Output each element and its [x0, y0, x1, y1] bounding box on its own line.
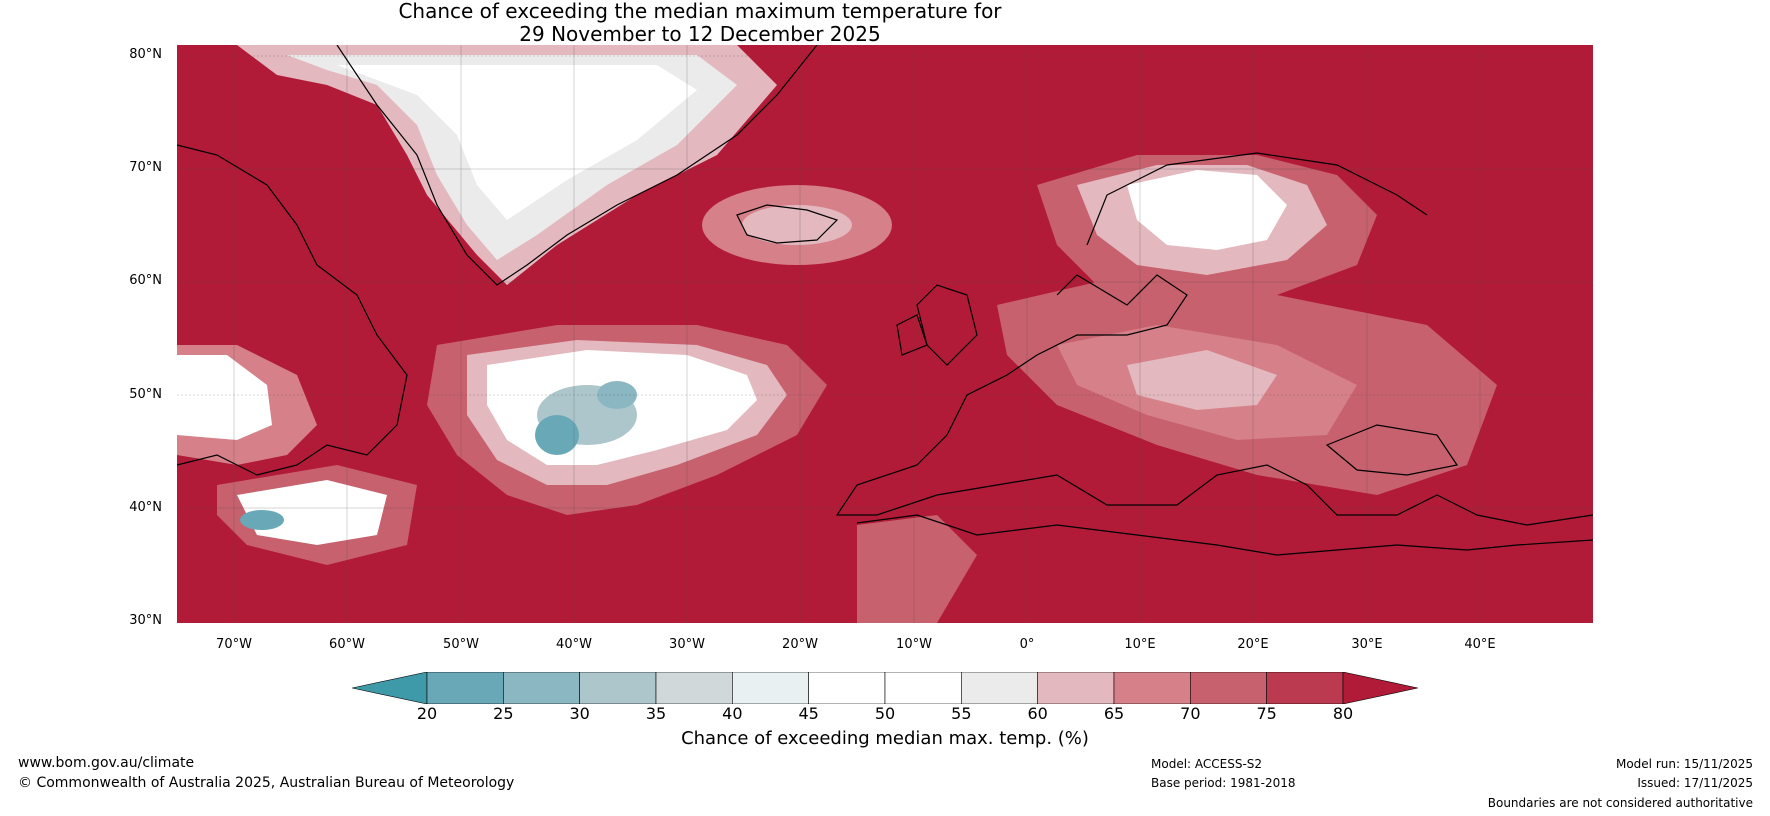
colorbar-tick-label: 45 — [798, 704, 819, 723]
colorbar-segment — [655, 671, 733, 705]
title-line-2: 29 November to 12 December 2025 — [519, 22, 881, 46]
colorbar-tick-label: 70 — [1180, 704, 1201, 723]
colorbar-graphic — [351, 671, 1419, 705]
disclaimer-text: Boundaries are not considered authoritat… — [1487, 796, 1753, 810]
colorbar-tick-label: 35 — [645, 704, 667, 723]
colorbar-segment — [503, 671, 580, 705]
north-africa-region — [857, 515, 977, 623]
probability-map — [177, 45, 1593, 623]
lon-label-10w: 10°W — [896, 637, 932, 652]
greenland-core — [337, 65, 697, 220]
colorbar-label: Chance of exceeding median max. temp. (%… — [681, 728, 1089, 749]
lon-label-30w: 30°W — [669, 637, 705, 652]
colorbar-extension-high — [1342, 671, 1419, 705]
colorbar-segment — [1037, 671, 1115, 705]
model-run-text: Model run: 15/11/2025 — [1615, 757, 1753, 771]
lon-label-30e: 30°E — [1351, 637, 1383, 652]
colorbar-tick-label: 80 — [1332, 704, 1354, 723]
colorbar-tick-label: 60 — [1027, 704, 1048, 723]
colorbar-tick-label: 25 — [493, 704, 514, 723]
colorbar-tick-label: 65 — [1103, 704, 1125, 723]
lon-label-10e: 10°E — [1124, 637, 1156, 652]
title-line-1: Chance of exceeding the median maximum t… — [398, 0, 1002, 23]
lon-label-40e: 40°E — [1464, 637, 1496, 652]
lon-label-60w: 60°W — [329, 637, 365, 652]
issued-text: Issued: 17/11/2025 — [1637, 776, 1753, 790]
model-text: Model: ACCESS-S2 — [1151, 757, 1263, 771]
colorbar-tick-label: 50 — [874, 704, 896, 723]
lat-label-50n: 50°N — [129, 387, 162, 402]
colorbar-tick-label: 20 — [416, 704, 438, 723]
colorbar-tick-label: 40 — [722, 704, 743, 723]
lon-label-20w: 20°W — [782, 637, 818, 652]
lat-label-40n: 40°N — [129, 500, 162, 515]
base-period-text: Base period: 1981-2018 — [1151, 776, 1296, 790]
lat-label-60n: 60°N — [129, 273, 162, 288]
colorbar — [351, 671, 1419, 705]
lat-label-30n: 30°N — [129, 613, 162, 628]
colorbar-segment — [579, 671, 657, 705]
colorbar-segment — [732, 671, 809, 705]
lat-label-70n: 70°N — [129, 160, 162, 175]
lon-label-70w: 70°W — [216, 637, 252, 652]
lon-label-50w: 50°W — [443, 637, 479, 652]
colorbar-segment — [426, 671, 504, 705]
colorbar-tick-label: 75 — [1256, 704, 1277, 723]
colorbar-segment — [1113, 671, 1191, 705]
colorbar-segment — [808, 671, 886, 705]
colorbar-segment — [884, 671, 962, 705]
chart-title: Chance of exceeding the median maximum t… — [0, 0, 1400, 46]
coastlines — [177, 45, 1593, 556]
colorbar-tick-label: 30 — [569, 704, 590, 723]
lat-label-80n: 80°N — [129, 47, 162, 62]
map-graphic — [177, 45, 1593, 623]
colorbar-segment — [1266, 671, 1344, 705]
colorbar-segment — [1190, 671, 1267, 705]
graticule — [177, 45, 1593, 623]
colorbar-segment — [961, 671, 1038, 705]
lon-label-40w: 40°W — [556, 637, 592, 652]
colorbar-extension-low — [351, 671, 428, 705]
copyright-text: © Commonwealth of Australia 2025, Austra… — [18, 775, 515, 791]
colorbar-tick-label: 55 — [951, 704, 972, 723]
lon-label-0: 0° — [1019, 637, 1035, 652]
website-link[interactable]: www.bom.gov.au/climate — [18, 755, 195, 771]
lon-label-20e: 20°E — [1237, 637, 1269, 652]
